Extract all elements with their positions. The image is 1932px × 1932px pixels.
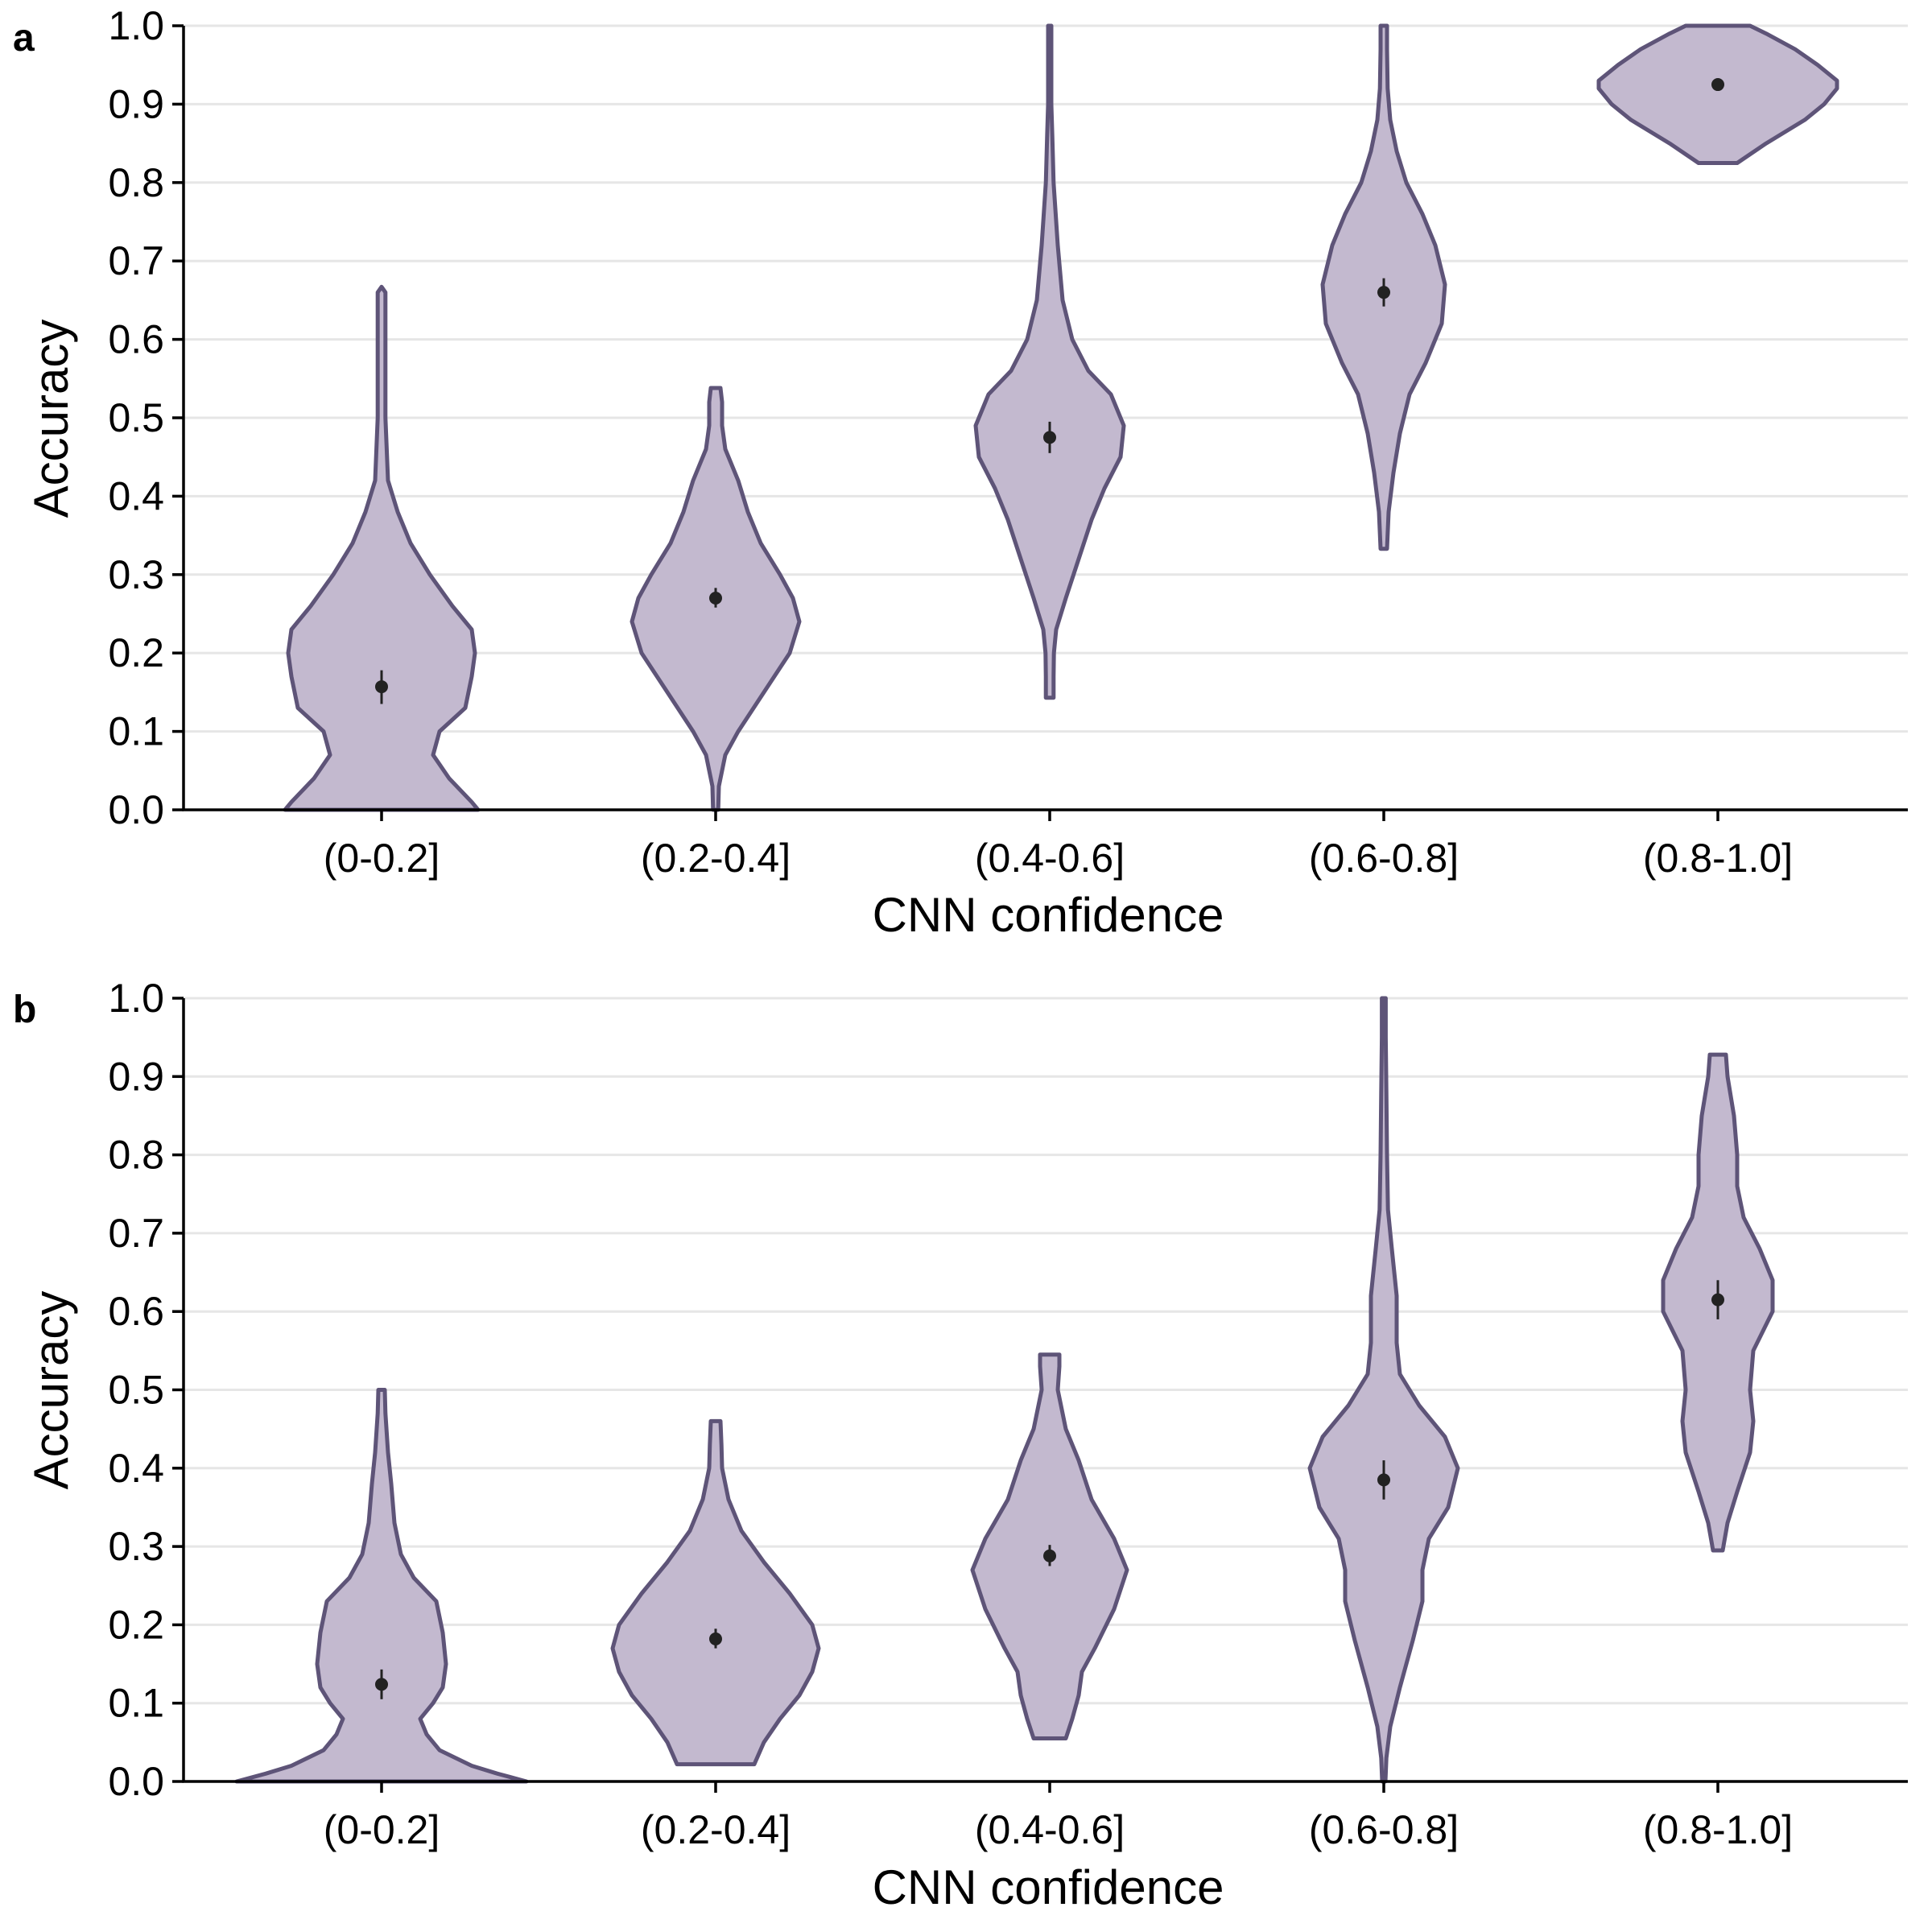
y-tick-label: 0.8 [108,1133,164,1178]
y-tick-label: 0.4 [108,1446,164,1491]
mean-point [1377,1473,1390,1487]
panel-a: a 0.0 0.1 0.2 0.3 0.4 0.5 0.6 0.7 0.8 0.9 1.0 (0-0… [13,3,1908,942]
mean-point [1377,286,1390,299]
violin-body [1307,996,1460,1784]
x-tick-label: (0.6-0.8] [1309,1807,1459,1852]
y-tick-label: 0.6 [108,317,164,362]
y-tick-label: 0.7 [108,238,164,283]
panel-a-y-tick-labels: 0.0 0.1 0.2 0.3 0.4 0.5 0.6 0.7 0.8 0.9 1.0 [108,3,164,832]
panel-a-letter: a [13,17,35,60]
panel-b-violins [234,996,1775,1784]
mean-point [375,680,388,694]
panel-b-y-tick-labels: 0.0 0.1 0.2 0.3 0.4 0.5 0.6 0.7 0.8 0.9 1.0 [108,976,164,1804]
mean-point [1711,78,1724,92]
panel-a-violins [283,23,1839,812]
y-tick-label: 0.3 [108,1524,164,1569]
x-tick-label: (0.4-0.6] [975,836,1125,881]
y-tick-label: 1.0 [108,976,164,1021]
panel-a-x-axis-title: CNN confidence [873,888,1224,942]
panel-a-axes [172,24,1908,821]
x-tick-label: (0.2-0.4] [641,836,791,881]
y-tick-label: 0.8 [108,160,164,205]
y-tick-label: 0.0 [108,787,164,832]
violin-body [234,1388,529,1784]
panel-a-y-axis-title: Accuracy [24,320,78,518]
y-tick-label: 0.4 [108,473,164,518]
panel-b-x-tick-labels: (0-0.2] (0.2-0.4] (0.4-0.6] (0.6-0.8] (0.8-1… [324,1807,1793,1852]
violin-body [973,23,1126,700]
x-tick-label: (0.8-1.0] [1643,836,1793,881]
y-tick-label: 0.6 [108,1289,164,1334]
y-tick-label: 0.5 [108,395,164,440]
y-tick-label: 1.0 [108,3,164,48]
x-tick-label: (0.6-0.8] [1309,836,1459,881]
x-tick-label: (0.8-1.0] [1643,1807,1793,1852]
panel-b-letter: b [13,989,36,1031]
panel-a-x-tick-labels: (0-0.2] (0.2-0.4] (0.4-0.6] (0.6-0.8] (0.8-1… [324,836,1793,881]
panel-b-axes [172,997,1908,1793]
x-tick-label: (0.4-0.6] [975,1807,1125,1852]
x-tick-label: (0-0.2] [324,1807,440,1852]
y-tick-label: 0.1 [108,1681,164,1726]
mean-point [1043,431,1056,444]
y-tick-label: 0.2 [108,1602,164,1647]
violin-body [1596,23,1839,165]
violin-body [610,1418,821,1767]
violin-body [283,284,481,812]
mean-point [1711,1293,1724,1307]
panel-b: b 0.0 0.1 0.2 0.3 0.4 0.5 0.6 0.7 0.8 0.9 1.0 (0-0… [13,976,1908,1914]
y-tick-label: 0.1 [108,709,164,754]
mean-point [375,1678,388,1691]
x-tick-label: (0.2-0.4] [641,1807,791,1852]
y-tick-label: 0.9 [108,1054,164,1099]
y-tick-label: 0.9 [108,81,164,126]
x-tick-label: (0-0.2] [324,836,440,881]
mean-point [709,592,722,605]
y-tick-label: 0.2 [108,630,164,675]
panel-b-y-axis-title: Accuracy [24,1291,78,1490]
y-tick-label: 0.7 [108,1211,164,1256]
y-tick-label: 0.5 [108,1368,164,1413]
y-tick-label: 0.0 [108,1759,164,1804]
panel-b-x-axis-title: CNN confidence [873,1860,1224,1914]
y-tick-label: 0.3 [108,552,164,597]
mean-point [709,1632,722,1645]
mean-point [1043,1549,1056,1563]
